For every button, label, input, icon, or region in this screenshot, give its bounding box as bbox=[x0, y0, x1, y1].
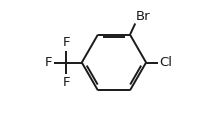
Text: Cl: Cl bbox=[159, 56, 172, 69]
Text: F: F bbox=[63, 76, 70, 89]
Text: Br: Br bbox=[136, 10, 151, 23]
Text: F: F bbox=[63, 36, 70, 49]
Text: F: F bbox=[45, 56, 53, 69]
